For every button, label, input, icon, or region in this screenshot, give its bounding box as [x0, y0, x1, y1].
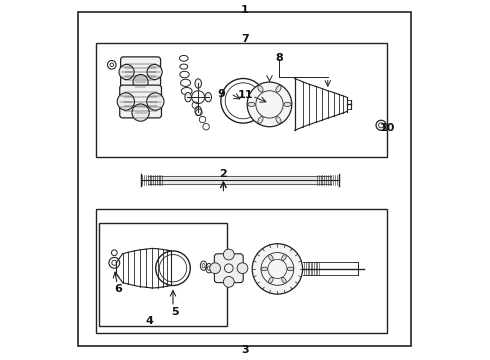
Ellipse shape [269, 277, 273, 283]
FancyBboxPatch shape [120, 85, 162, 118]
Circle shape [223, 276, 234, 287]
Ellipse shape [195, 79, 201, 88]
Circle shape [247, 82, 292, 127]
Bar [96, 209, 387, 333]
Text: 4: 4 [146, 316, 153, 326]
Circle shape [252, 244, 303, 294]
Text: 2: 2 [220, 168, 227, 179]
Ellipse shape [185, 93, 192, 102]
Circle shape [223, 249, 234, 260]
Circle shape [132, 104, 149, 121]
Ellipse shape [205, 93, 212, 102]
Text: 3: 3 [241, 345, 249, 355]
Circle shape [117, 93, 134, 110]
Circle shape [119, 64, 134, 80]
Ellipse shape [282, 255, 286, 261]
FancyBboxPatch shape [121, 57, 161, 87]
Text: 11: 11 [237, 90, 253, 100]
Ellipse shape [287, 267, 294, 271]
Ellipse shape [261, 267, 268, 271]
Text: 6: 6 [114, 284, 122, 294]
Text: 1: 1 [241, 5, 249, 15]
Ellipse shape [258, 86, 263, 92]
Text: 10: 10 [380, 123, 395, 133]
Ellipse shape [284, 102, 291, 107]
Text: 5: 5 [171, 307, 179, 318]
Circle shape [237, 263, 248, 274]
Bar [96, 43, 387, 157]
Ellipse shape [276, 117, 281, 123]
Circle shape [210, 263, 220, 274]
Text: 7: 7 [241, 33, 249, 44]
Text: 9: 9 [218, 89, 225, 99]
Circle shape [147, 64, 162, 80]
Ellipse shape [248, 102, 255, 107]
Ellipse shape [282, 277, 286, 283]
Ellipse shape [276, 86, 281, 92]
Ellipse shape [269, 255, 273, 261]
Circle shape [147, 93, 164, 110]
Circle shape [133, 75, 148, 90]
FancyBboxPatch shape [215, 254, 243, 283]
Ellipse shape [195, 106, 201, 116]
Bar [99, 223, 227, 326]
Text: 8: 8 [275, 53, 283, 63]
Ellipse shape [258, 117, 263, 123]
